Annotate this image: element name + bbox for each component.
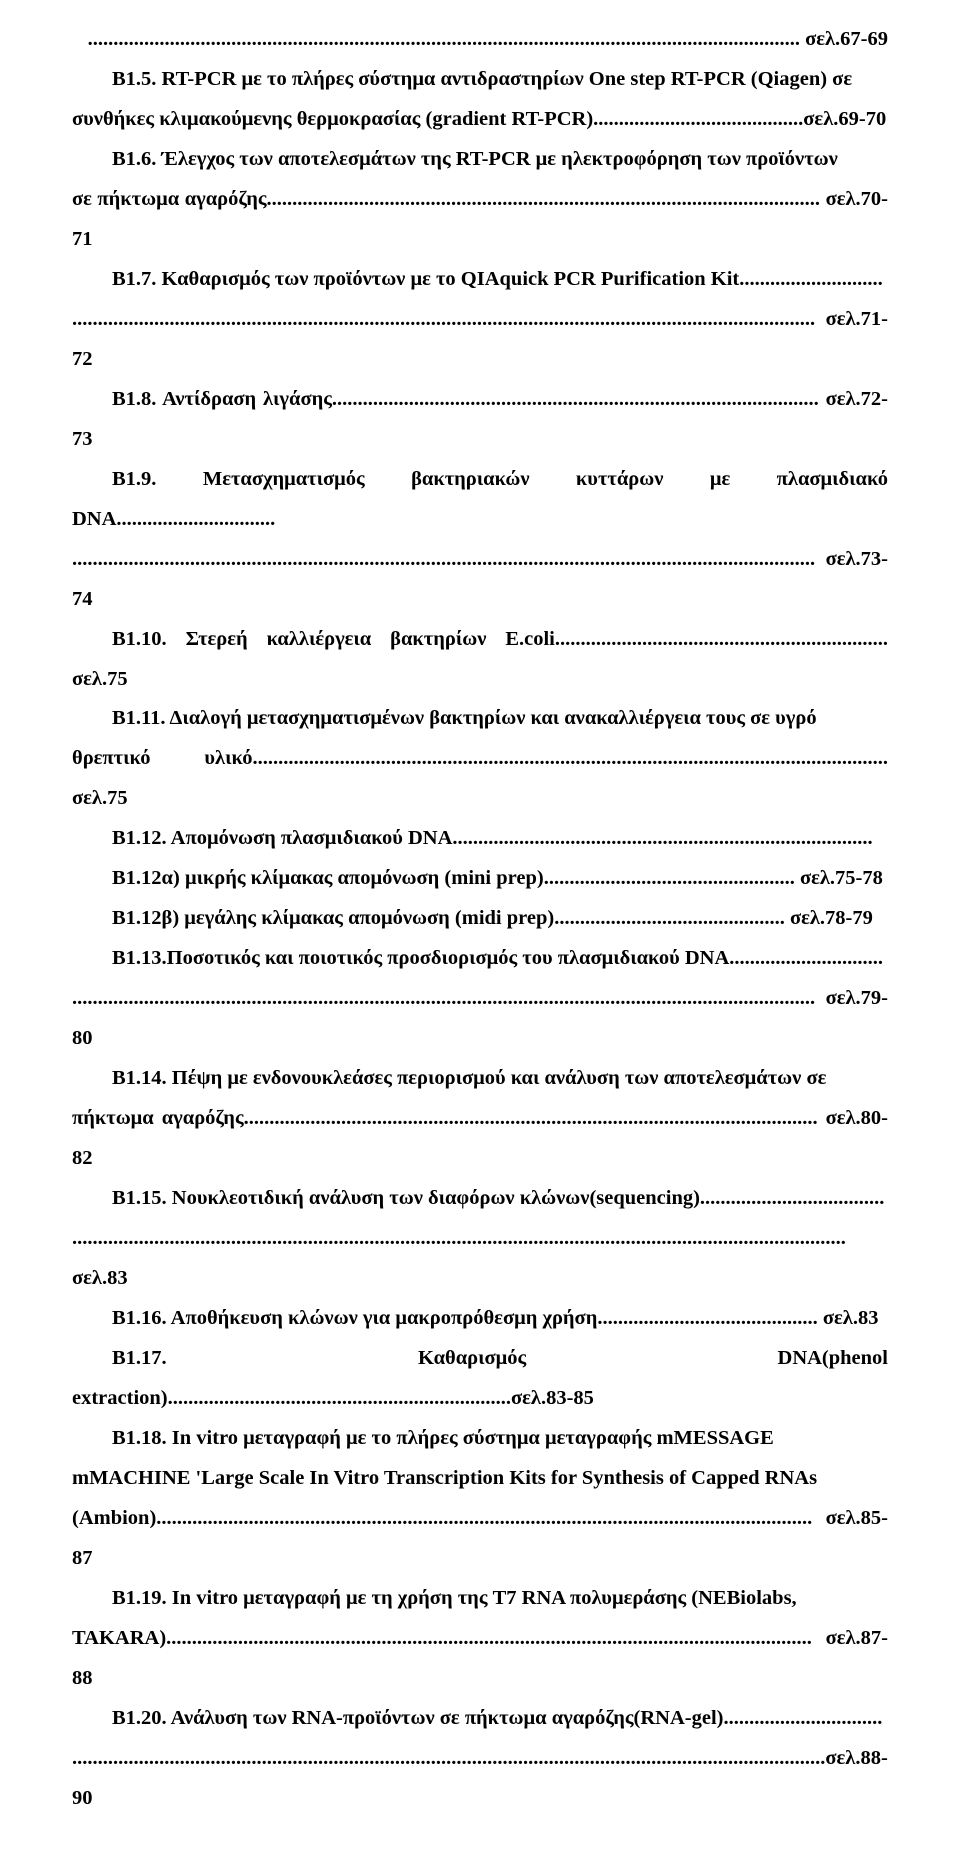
toc-line: Β1.20. Ανάλυση των RNA-προϊόντων σε πήκτ… xyxy=(72,1699,888,1739)
toc-line: Β1.12. Απομόνωση πλασμιδιακού DNA.......… xyxy=(72,819,888,859)
toc-line: ........................................… xyxy=(72,1219,888,1299)
toc-line: Β1.16. Αποθήκευση κλώνων για μακροπρόθεσ… xyxy=(72,1299,888,1339)
toc-line: mMACHINE 'Large Scale In Vitro Transcrip… xyxy=(72,1459,888,1499)
toc-line: θρεπτικό υλικό..........................… xyxy=(72,739,888,819)
toc-line: Β1.17. Καθαρισμός DNA(phenol extraction)… xyxy=(72,1339,888,1419)
toc-line: ........................................… xyxy=(72,1739,888,1819)
toc-line: ........................................… xyxy=(72,20,888,60)
toc-line: Β1.14. Πέψη με ενδονουκλεάσες περιορισμο… xyxy=(72,1059,888,1099)
toc-line: Β1.18. In vitro μεταγραφή με το πλήρες σ… xyxy=(72,1419,888,1459)
toc-line: Β1.10. Στερεή καλλιέργεια βακτηρίων E.co… xyxy=(72,620,888,700)
toc-line: ........................................… xyxy=(72,300,888,380)
toc-line: Β1.11. Διαλογή μετασχηματισμένων βακτηρί… xyxy=(72,699,888,739)
document-page: ........................................… xyxy=(0,0,960,1859)
toc-line: Β1.15. Νουκλεοτιδική ανάλυση των διαφόρω… xyxy=(72,1179,888,1219)
toc-line: Β1.13.Ποσοτικός και ποιοτικός προσδιορισ… xyxy=(72,939,888,979)
toc-line: πήκτωμα αγαρόζης........................… xyxy=(72,1099,888,1179)
toc-line: Β1.9. Μετασχηματισμός βακτηριακών κυττάρ… xyxy=(72,460,888,540)
toc-line: ........................................… xyxy=(72,979,888,1059)
toc-line: Β1.19. In vitro μεταγραφή με τη χρήση τη… xyxy=(72,1579,888,1619)
toc-line: Β1.12α) μικρής κλίμακας απομόνωση (mini … xyxy=(72,859,888,899)
toc-line: Β1.5. RT-PCR με το πλήρες σύστημα αντιδρ… xyxy=(72,60,888,100)
toc-line: σε πήκτωμα αγαρόζης.....................… xyxy=(72,180,888,260)
toc-line: Β1.6. Έλεγχος των αποτελεσμάτων της RT-P… xyxy=(72,140,888,180)
toc-line: Β1.12β) μεγάλης κλίμακας απομόνωση (midi… xyxy=(72,899,888,939)
toc-line: Β1.8. Αντίδραση λιγάσης.................… xyxy=(72,380,888,460)
toc-line: (Ambion)................................… xyxy=(72,1499,888,1579)
toc-line: Β1.7. Καθαρισμός των προϊόντων με το QIA… xyxy=(72,260,888,300)
toc-line: συνθήκες κλιμακούμενης θερμοκρασίας (gra… xyxy=(72,100,888,140)
toc-line: ........................................… xyxy=(72,540,888,620)
toc-line: TAKARA).................................… xyxy=(72,1619,888,1699)
